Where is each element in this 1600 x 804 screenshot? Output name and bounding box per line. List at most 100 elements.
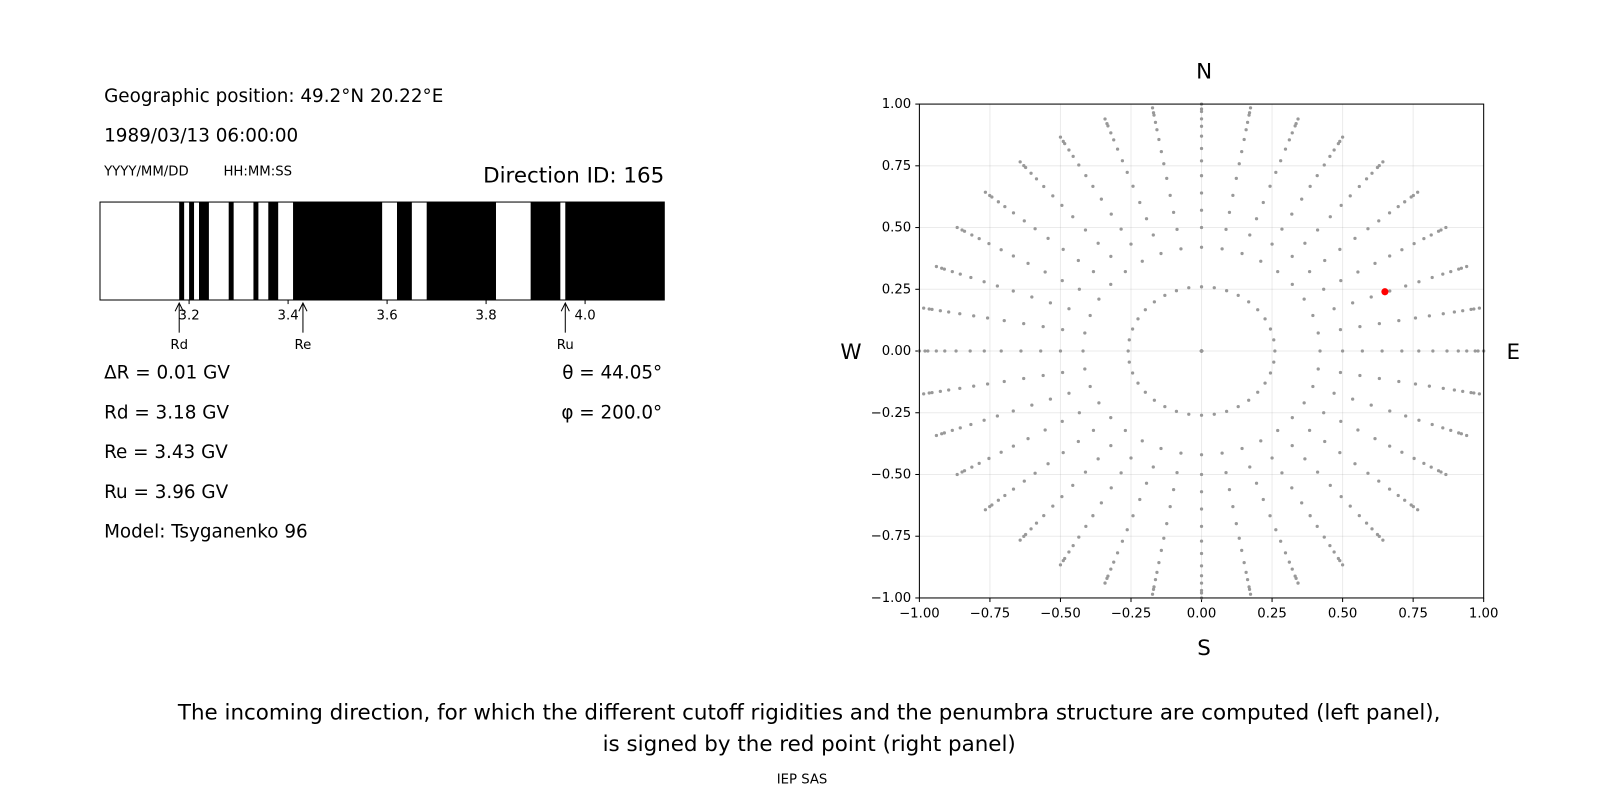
- direction-point: [1328, 483, 1332, 487]
- direction-point: [1457, 267, 1461, 271]
- direction-point: [1019, 349, 1023, 353]
- direction-point: [1270, 456, 1274, 460]
- direction-point: [1387, 211, 1392, 215]
- direction-point: [1159, 446, 1163, 451]
- direction-point: [1328, 543, 1332, 548]
- direction-point: [1029, 171, 1033, 175]
- direction-point: [958, 426, 962, 430]
- direction-point: [1175, 227, 1179, 232]
- position: Geographic position: 49.2°N 20.22°E: [104, 86, 443, 107]
- direction-point: [1377, 534, 1381, 539]
- direction-point: [1076, 258, 1080, 263]
- direction-point: [1199, 453, 1204, 457]
- direction-point: [1280, 471, 1284, 475]
- direction-point: [1199, 490, 1204, 494]
- direction-point: [987, 456, 991, 461]
- direction-point: [1242, 137, 1246, 142]
- direction-point: [1034, 177, 1039, 181]
- direction-point: [1022, 321, 1026, 326]
- direction-point: [1338, 139, 1342, 144]
- footer: IEP SAS: [777, 773, 828, 788]
- direction-point: [1125, 528, 1129, 532]
- direction-point: [1199, 134, 1204, 138]
- direction-point: [1003, 493, 1007, 498]
- direction-point: [1120, 159, 1125, 163]
- direction-point: [1136, 381, 1140, 385]
- direction-point: [1465, 433, 1469, 438]
- direction-point: [1300, 501, 1304, 505]
- direction-point: [982, 349, 986, 353]
- direction-point: [1242, 560, 1246, 565]
- direction-point: [1138, 200, 1142, 205]
- direction-point: [1041, 373, 1045, 378]
- direction-point: [988, 504, 992, 509]
- direction-point: [1270, 242, 1274, 246]
- direction-point: [1112, 138, 1116, 142]
- direction-point: [1002, 318, 1006, 323]
- direction-point: [1051, 194, 1055, 198]
- direction-point: [1071, 154, 1075, 159]
- direction-point: [1109, 282, 1113, 286]
- direction-point: [1165, 522, 1169, 526]
- direction-point: [1302, 401, 1306, 405]
- direction-point: [1369, 403, 1373, 407]
- direction-point: [1199, 588, 1204, 593]
- direction-point: [1011, 487, 1016, 491]
- direction-point: [1263, 381, 1267, 385]
- direction-point: [1417, 349, 1421, 353]
- direction-point: [1144, 217, 1149, 221]
- direction-point: [1273, 349, 1277, 353]
- allowed-band: [184, 202, 190, 300]
- direction-point: [1439, 228, 1443, 232]
- direction-point: [1091, 428, 1096, 433]
- direction-point: [1360, 349, 1364, 353]
- direction-point: [930, 307, 934, 312]
- direction-point: [1099, 197, 1104, 201]
- direction-point: [1477, 392, 1482, 396]
- direction-point: [1011, 289, 1015, 293]
- info-line: Re = 3.43 GV: [104, 442, 228, 463]
- tick-label: 4.0: [575, 308, 596, 323]
- direction-point: [999, 450, 1003, 454]
- direction-point: [1041, 324, 1045, 329]
- direction-point: [1338, 327, 1343, 332]
- direction-point: [1254, 217, 1259, 221]
- direction-point: [1011, 409, 1015, 413]
- direction-point: [1022, 219, 1026, 223]
- direction-point: [938, 309, 942, 313]
- direction-point: [1353, 462, 1357, 466]
- direction-point: [1162, 162, 1166, 166]
- direction-point: [1022, 534, 1026, 539]
- direction-point: [1366, 471, 1370, 475]
- direction-point: [1377, 376, 1381, 381]
- direction-point: [1287, 560, 1291, 564]
- direction-point: [1018, 160, 1022, 164]
- direction-point: [923, 349, 927, 353]
- x-tick-label: 0.25: [1257, 606, 1287, 621]
- direction-point: [1227, 488, 1232, 492]
- direction-point: [1294, 121, 1298, 126]
- direction-point: [1022, 376, 1026, 381]
- direction-point: [1449, 269, 1453, 274]
- info-line: Rd = 3.18 GV: [104, 402, 229, 423]
- direction-point: [1397, 318, 1401, 323]
- direction-point: [1099, 501, 1104, 505]
- allowed-band: [258, 202, 269, 300]
- direction-point: [1224, 470, 1228, 475]
- direction-point: [1151, 111, 1156, 115]
- direction-point: [1377, 219, 1381, 223]
- direction-point: [1436, 469, 1441, 473]
- direction-point: [999, 349, 1003, 353]
- direction-point: [1459, 432, 1463, 436]
- direction-point: [1022, 164, 1026, 168]
- direction-point: [1091, 514, 1095, 518]
- direction-point: [1199, 564, 1204, 568]
- direction-point: [1290, 486, 1294, 490]
- direction-point: [942, 267, 946, 271]
- direction-point: [1162, 536, 1166, 540]
- direction-point: [969, 422, 973, 427]
- east-label: E: [1506, 340, 1520, 365]
- direction-point: [1268, 327, 1273, 331]
- direction-point: [1445, 349, 1449, 353]
- direction-point: [1199, 524, 1204, 528]
